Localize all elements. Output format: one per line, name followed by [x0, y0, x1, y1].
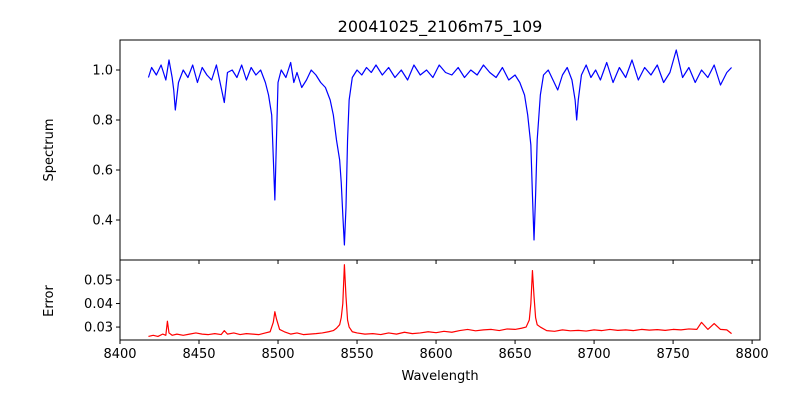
y-tick-label: 0.6 — [92, 164, 113, 179]
y-tick-label: 0.03 — [84, 321, 113, 336]
x-tick-label: 8600 — [420, 347, 453, 362]
x-tick-label: 8450 — [182, 347, 215, 362]
x-tick-label: 8800 — [736, 347, 769, 362]
x-axis-label: Wavelength — [401, 369, 478, 384]
error-panel: 0.03 0.04 0.05 8400 8450 8500 8550 8600 8650 8700… — [84, 259, 769, 362]
y-tick-label: 0.4 — [92, 214, 113, 229]
y-tick-label: 0.8 — [92, 114, 113, 129]
x-tick-label: 8550 — [340, 347, 373, 362]
y-tick-label: 1.0 — [92, 64, 113, 79]
y-tick-label: 0.04 — [84, 297, 113, 312]
error-series-line — [148, 264, 732, 338]
x-tick-label: 8500 — [261, 347, 294, 362]
chart-title: 20041025_2106m75_109 — [338, 17, 543, 37]
y-tick-label: 0.05 — [84, 274, 113, 289]
x-tick-label: 8750 — [657, 347, 690, 362]
x-tick-label: 8400 — [103, 347, 136, 362]
spectrum-series-line — [147, 49, 732, 246]
error-plot-frame — [119, 259, 761, 341]
error-y-axis-label: Error — [42, 285, 57, 317]
spectrum-y-axis-label: Spectrum — [42, 119, 57, 182]
x-tick-label: 8700 — [578, 347, 611, 362]
x-tick-label: 8650 — [499, 347, 532, 362]
